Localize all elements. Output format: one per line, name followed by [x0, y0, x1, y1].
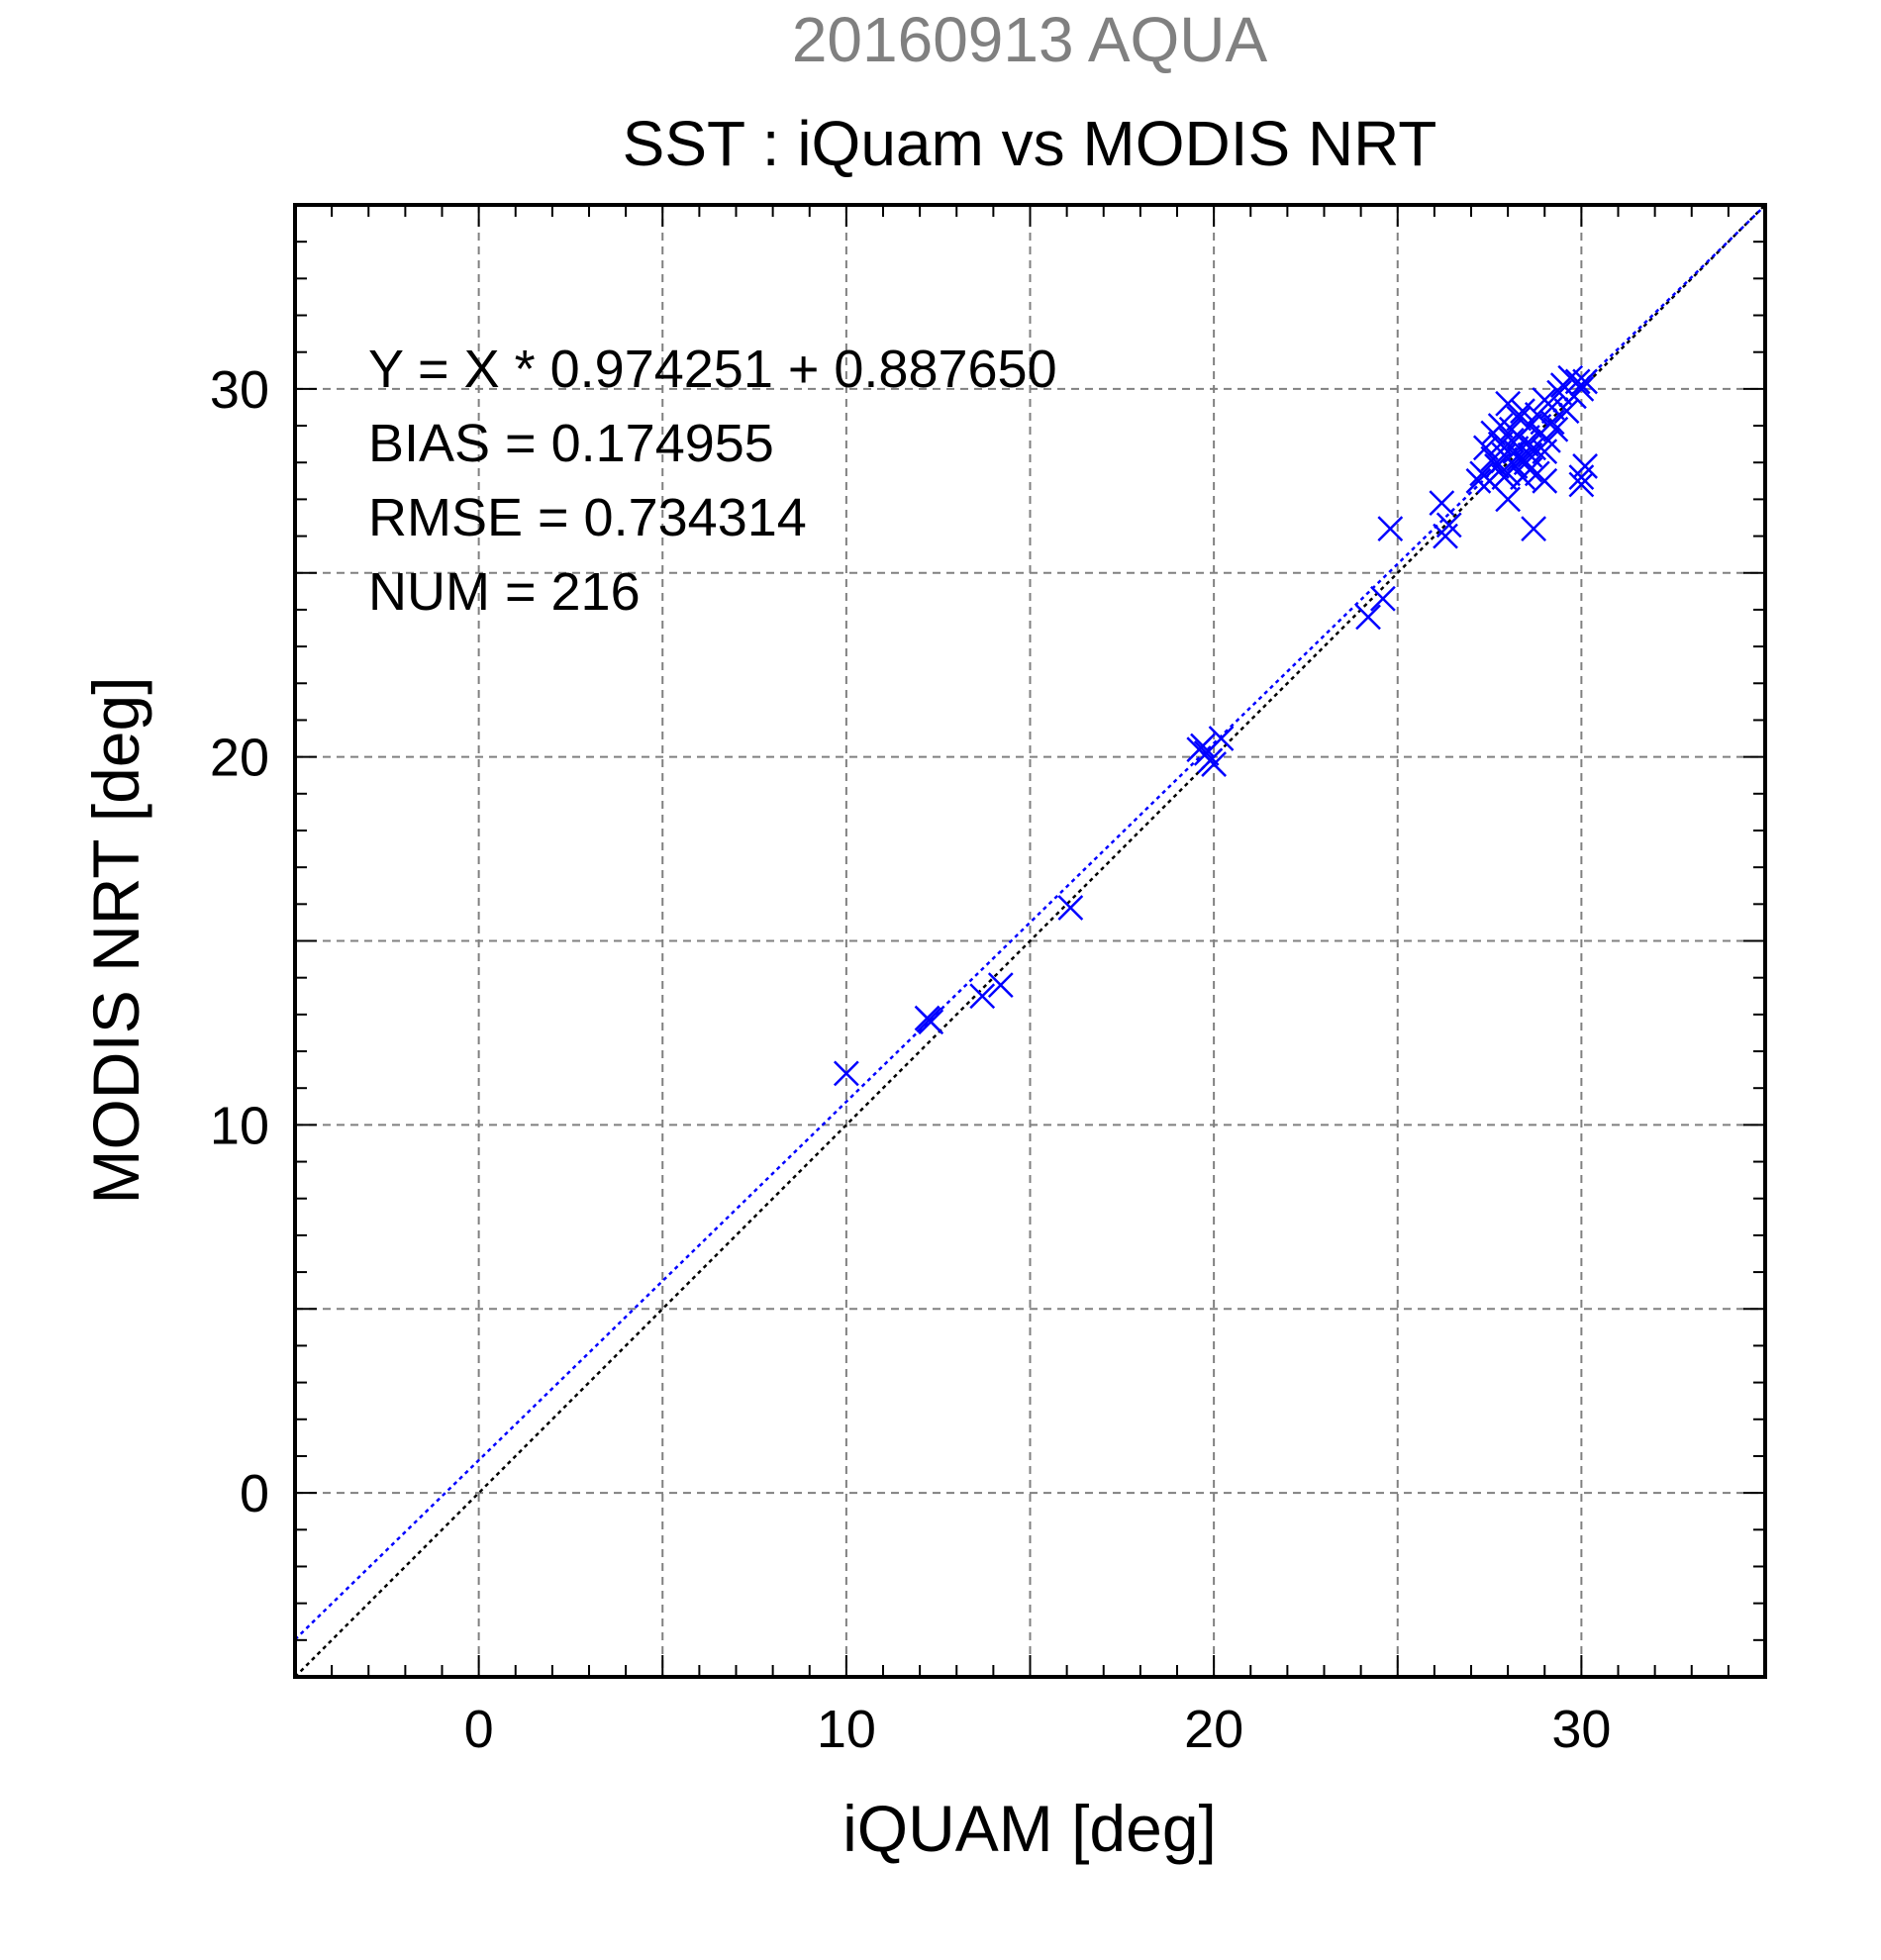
regression-line [294, 204, 1767, 1641]
data-point [1542, 416, 1569, 442]
data-point [1498, 449, 1525, 476]
data-point [1564, 368, 1591, 395]
data-point [1465, 467, 1492, 494]
data-point [1190, 733, 1216, 759]
data-point [1208, 726, 1235, 751]
data-point [1370, 585, 1396, 612]
stats-rmse: RMSE = 0.734314 [368, 488, 807, 547]
x-tick-label: 0 [464, 1700, 494, 1759]
data-point [1377, 516, 1404, 542]
y-tick-labels: 0 10 20 30 [210, 360, 269, 1523]
data-point [1506, 405, 1533, 432]
data-point [1429, 490, 1455, 517]
plot-frame [293, 203, 1767, 1679]
data-point [1553, 398, 1580, 425]
data-point [1532, 467, 1558, 494]
reference-lines [294, 204, 1767, 1678]
stats-equation: Y = X * 0.974251 + 0.887650 [368, 340, 1057, 399]
data-point [1568, 375, 1595, 402]
data-point [1495, 390, 1522, 417]
data-point [1201, 751, 1228, 777]
x-tick-label: 30 [1551, 1700, 1611, 1759]
y-axis-label: MODIS NRT [deg] [79, 676, 152, 1204]
data-point [1546, 379, 1572, 406]
data-point [833, 1060, 859, 1087]
stats-bias: BIAS = 0.174955 [368, 414, 774, 473]
data-point [1532, 439, 1558, 464]
data-point [1355, 604, 1381, 631]
data-point [1517, 413, 1543, 439]
data-point [1495, 486, 1522, 513]
y-tick-label: 20 [210, 729, 269, 788]
data-point [1572, 453, 1598, 479]
data-point [969, 983, 996, 1010]
data-point [1521, 516, 1546, 542]
x-tick-labels: 0 10 20 30 [464, 1700, 1612, 1759]
x-tick-label: 20 [1184, 1700, 1243, 1759]
data-points [833, 364, 1598, 1087]
stats-annotation: Y = X * 0.974251 + 0.887650 BIAS = 0.174… [368, 340, 1057, 622]
data-point [1057, 895, 1084, 921]
data-point [1506, 445, 1533, 472]
data-point [1472, 435, 1499, 461]
y-tick-label: 0 [240, 1464, 269, 1523]
chart-title: SST : iQuam vs MODIS NRT [623, 108, 1437, 179]
stats-num: NUM = 216 [368, 562, 641, 622]
identity-line [294, 204, 1766, 1678]
data-point [1510, 398, 1535, 425]
y-tick-label: 10 [210, 1096, 269, 1155]
data-point [1484, 453, 1510, 479]
data-point [1436, 512, 1462, 539]
data-point [1538, 394, 1565, 421]
data-point [987, 972, 1014, 998]
chart-supertitle: 20160913 AQUA [792, 4, 1268, 75]
y-tick-label: 30 [210, 360, 269, 420]
data-point [916, 1007, 942, 1033]
data-point [1572, 368, 1598, 395]
x-tick-label: 10 [817, 1700, 876, 1759]
x-axis-label: iQUAM [deg] [842, 1792, 1217, 1865]
data-point [1491, 464, 1518, 490]
